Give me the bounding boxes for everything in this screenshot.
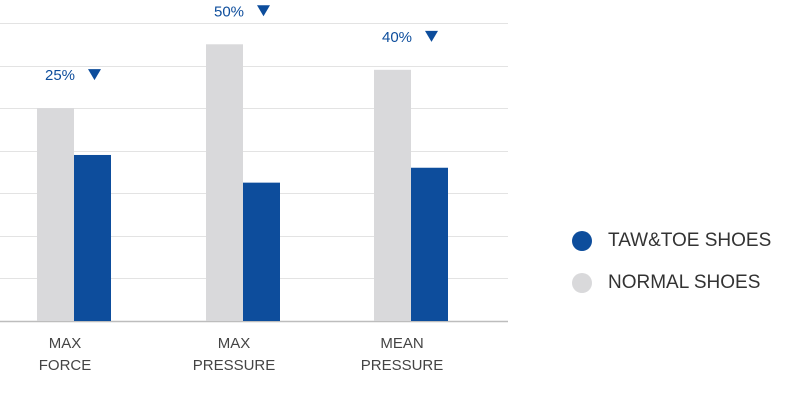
legend-label-normal-shoes: NORMAL SHOES	[608, 272, 761, 293]
category-tick-label: MEAN	[380, 335, 423, 352]
bars	[37, 44, 448, 322]
reduction-label: 40%	[382, 29, 412, 46]
legend-item-normal-shoes: NORMAL SHOES	[572, 262, 771, 304]
reduction-annotations: 25% 50% 40%	[45, 3, 438, 84]
category-tick-labels: MAX FORCE MAX PRESSURE MEAN PRESSURE	[39, 335, 444, 374]
category-tick-label: PRESSURE	[361, 357, 444, 374]
reduction-label: 25%	[45, 67, 75, 84]
down-arrow-icon	[425, 30, 438, 42]
reduction-label: 50%	[214, 3, 244, 20]
legend-swatch-normal-shoes	[572, 273, 592, 293]
chart-legend: TAW&TOE SHOES NORMAL SHOES	[572, 220, 771, 304]
bar-taw-toe-shoes-0	[74, 154, 111, 321]
category-tick-label: FORCE	[39, 357, 92, 374]
down-arrow-icon	[88, 69, 101, 81]
category-tick-label: PRESSURE	[193, 357, 276, 374]
bar-normal-shoes-2	[374, 69, 411, 321]
bar-taw-toe-shoes-2	[411, 167, 448, 321]
legend-label-taw-toe-shoes: TAW&TOE SHOES	[608, 230, 772, 251]
category-tick-label: MAX	[218, 335, 251, 352]
bar-normal-shoes-1	[206, 44, 243, 322]
category-tick-label: MAX	[49, 335, 82, 352]
legend-item-taw-toe-shoes: TAW&TOE SHOES	[572, 220, 771, 262]
legend-swatch-taw-toe-shoes	[572, 231, 592, 251]
bar-normal-shoes-0	[37, 108, 74, 322]
down-arrow-icon	[257, 5, 270, 17]
bar-taw-toe-shoes-1	[243, 182, 280, 321]
